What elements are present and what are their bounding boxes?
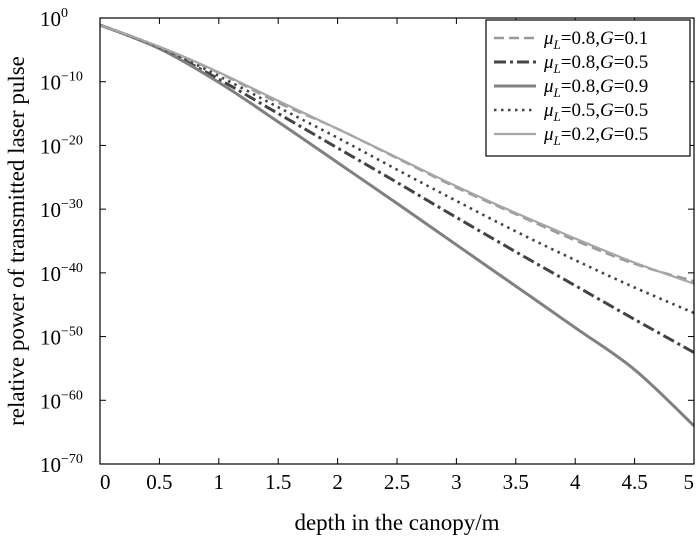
y-axis-ticks: 100 10−10 10−20 10−30 10−40 10−50 10−60 10−70 (40, 6, 694, 477)
series-layer (99, 23, 696, 427)
legend: μL=0.8,G=0.1μL=0.8,G=0.5μL=0.8,G=0.9μL=0… (485, 19, 691, 157)
y-tick-label: 10−60 (40, 388, 83, 413)
y-tick-label: 100 (40, 6, 68, 31)
y-tick-label: 10−20 (40, 133, 83, 158)
x-tick-label: 1 (214, 470, 225, 494)
x-axis-label: depth in the canopy/m (294, 510, 499, 535)
x-tick-label: 2.5 (384, 470, 410, 494)
legend-label-s1: μL=0.8,G=0.1 (543, 28, 648, 52)
legend-label-s4: μL=0.5,G=0.5 (543, 100, 648, 124)
y-tick-label: 10−70 (40, 452, 83, 477)
y-tick-label: 10−40 (40, 261, 83, 286)
series-line-s3 (99, 23, 696, 427)
series-line-s4 (99, 23, 695, 315)
y-tick-label: 10−10 (40, 70, 83, 95)
x-tick-label: 0 (100, 470, 111, 494)
x-tick-label: 4 (570, 470, 581, 494)
series-line-s5 (99, 23, 695, 285)
series-line-s2 (99, 23, 695, 354)
y-axis-label: relative power of transmitted laser puls… (4, 56, 29, 426)
x-tick-label: 3.5 (503, 470, 529, 494)
x-tick-label: 2 (332, 470, 343, 494)
legend-label-s5: μL=0.2,G=0.5 (543, 124, 648, 148)
y-tick-label: 10−30 (40, 197, 83, 222)
legend-label-s2: μL=0.8,G=0.5 (543, 52, 648, 76)
x-tick-label: 0.5 (146, 470, 172, 494)
y-tick-label: 10−50 (40, 325, 83, 350)
legend-items: μL=0.8,G=0.1μL=0.8,G=0.5μL=0.8,G=0.9μL=0… (494, 28, 648, 148)
x-tick-label: 4.5 (621, 470, 647, 494)
x-tick-label: 3 (451, 470, 462, 494)
x-axis-ticks: 0 0.5 1 1.5 2 2.5 3 3.5 4 4.5 5 (99, 18, 695, 494)
x-tick-label: 5 (684, 470, 695, 494)
legend-label-s3: μL=0.8,G=0.9 (543, 76, 648, 100)
x-tick-label: 1.5 (265, 470, 291, 494)
